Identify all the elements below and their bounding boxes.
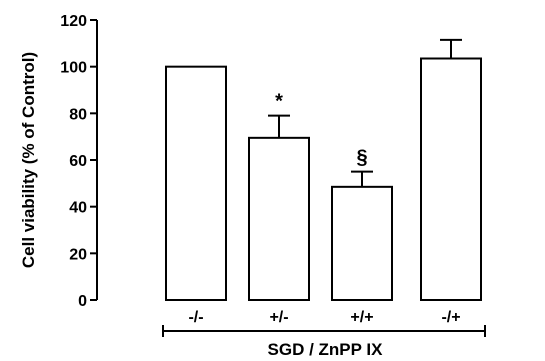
x-category-label: -/+	[441, 309, 460, 326]
y-axis: 0 20 40 60 80 100 120	[60, 13, 98, 310]
bar-3	[331, 185, 393, 301]
bars: *§	[165, 38, 482, 301]
y-axis-title: Cell viability (% of Control)	[19, 52, 38, 268]
y-tick-label: 0	[78, 293, 87, 310]
bar-2	[248, 136, 310, 301]
y-tick-label: 100	[60, 60, 87, 77]
y-tick-label: 60	[69, 153, 87, 170]
x-category-label: +/+	[350, 309, 373, 326]
x-axis: -/- +/- +/+ -/+	[162, 309, 486, 337]
y-tick-label: 80	[69, 106, 87, 123]
x-category-label: +/-	[269, 309, 288, 326]
bar-4	[420, 57, 482, 301]
x-axis-title: SGD / ZnPP IX	[268, 340, 384, 359]
significance-marker: *	[275, 91, 283, 113]
y-tick-label: 40	[69, 200, 87, 217]
bar-1	[165, 65, 227, 301]
x-category-label: -/-	[188, 309, 203, 326]
y-tick-label: 20	[69, 246, 87, 263]
significance-marker: §	[356, 147, 367, 169]
y-tick-label: 120	[60, 13, 87, 30]
